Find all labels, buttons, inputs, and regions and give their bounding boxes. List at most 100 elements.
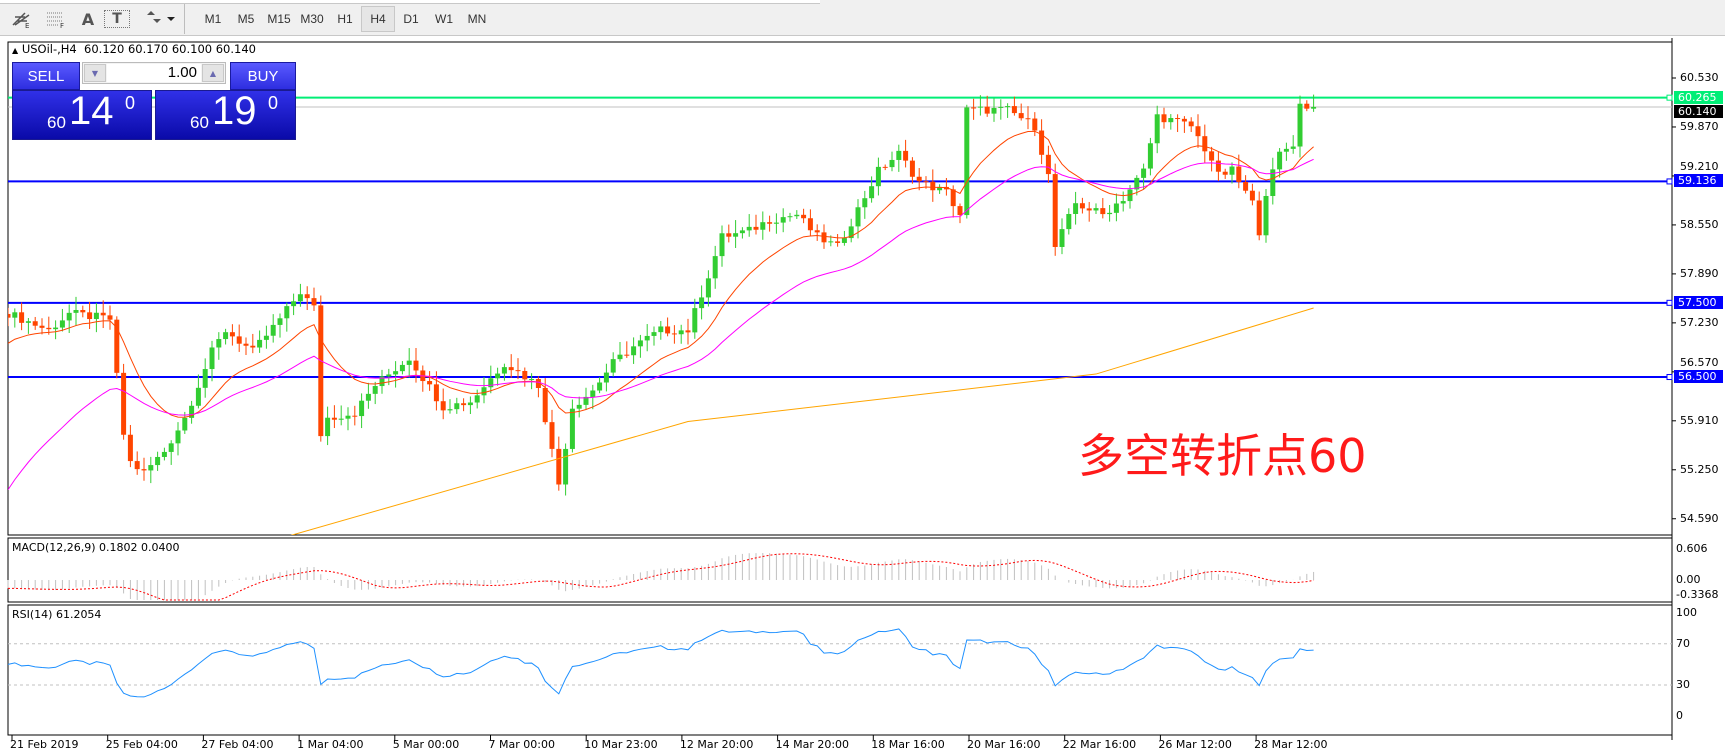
macd-signal-line bbox=[7, 553, 1314, 601]
bear-candle bbox=[8, 313, 11, 318]
bull-candle bbox=[406, 360, 412, 365]
text-icon[interactable]: A bbox=[81, 9, 95, 29]
bull-candle bbox=[467, 402, 473, 406]
time-axis-label: 1 Mar 04:00 bbox=[297, 738, 364, 751]
toolbar-top-strip bbox=[0, 0, 820, 4]
bull-candle bbox=[59, 320, 65, 328]
chart-annotation-text[interactable]: 多空转折点60 bbox=[1078, 429, 1367, 483]
bull-candle bbox=[1107, 212, 1113, 215]
bear-candle bbox=[665, 326, 671, 334]
bear-candle bbox=[1304, 103, 1310, 109]
svg-text:F: F bbox=[60, 22, 64, 29]
timeframe-m30-button[interactable]: M30 bbox=[300, 12, 324, 26]
sell-price-fraction: 0 bbox=[125, 93, 136, 113]
bear-candle bbox=[1045, 154, 1051, 175]
bull-candle bbox=[1134, 177, 1140, 190]
bull-candle bbox=[1093, 208, 1099, 211]
bear-candle bbox=[930, 181, 936, 191]
bear-candle bbox=[882, 166, 888, 168]
time-axis-label: 18 Mar 16:00 bbox=[871, 738, 945, 751]
bull-candle bbox=[148, 465, 154, 471]
fibonacci-lines-icon[interactable]: F bbox=[42, 6, 70, 32]
lot-decrease-icon[interactable]: ▼ bbox=[84, 64, 106, 82]
timeframe-m5-button[interactable]: M5 bbox=[237, 12, 255, 26]
hline-price-tag: 57.500 bbox=[1674, 296, 1723, 309]
time-axis-label: 21 Feb 2019 bbox=[10, 738, 79, 751]
bull-candle bbox=[365, 393, 371, 401]
rsi-pane bbox=[7, 604, 1673, 736]
buy-price-button[interactable]: 60 19 0 bbox=[155, 89, 296, 140]
buy-button[interactable]: BUY bbox=[230, 62, 296, 90]
time-axis-label: 26 Mar 12:00 bbox=[1158, 738, 1232, 751]
slow-moving-average-line bbox=[290, 307, 1314, 535]
text-label-icon[interactable]: T bbox=[104, 10, 130, 28]
bear-candle bbox=[814, 230, 820, 233]
sell-price-button[interactable]: 60 14 0 bbox=[12, 89, 152, 140]
timeframe-h4-button[interactable]: H4 bbox=[361, 6, 395, 32]
timeframe-m1-button[interactable]: M1 bbox=[204, 12, 222, 26]
bull-candle bbox=[386, 374, 392, 377]
collapse-triangle-icon[interactable]: ▲ bbox=[12, 46, 19, 55]
rsi-axis-label: 70 bbox=[1676, 637, 1690, 650]
time-axis-label: 7 Mar 00:00 bbox=[488, 738, 555, 751]
bull-candle bbox=[937, 186, 943, 191]
bull-candle bbox=[862, 198, 868, 208]
bull-candle bbox=[399, 364, 405, 372]
time-axis-label: 22 Mar 16:00 bbox=[1062, 738, 1137, 751]
timeframe-h1-button[interactable]: H1 bbox=[337, 12, 353, 26]
bull-candle bbox=[1120, 201, 1126, 204]
bull-candle bbox=[202, 369, 208, 388]
bull-candle bbox=[325, 417, 331, 437]
bull-candle bbox=[794, 214, 800, 217]
bear-candle bbox=[331, 417, 337, 420]
arrows-dropdown-icon[interactable] bbox=[142, 6, 178, 32]
timeframe-d1-button[interactable]: D1 bbox=[403, 12, 419, 26]
bull-candle bbox=[182, 417, 188, 431]
one-click-trading-panel: SELL ▼ 1.00 ▲ BUY 60 14 0 60 19 0 bbox=[12, 62, 296, 140]
price-chart[interactable] bbox=[6, 38, 1725, 756]
bear-candle bbox=[461, 403, 467, 406]
time-axis-label: 25 Feb 04:00 bbox=[105, 738, 178, 751]
bear-candle bbox=[1202, 136, 1208, 152]
bear-candle bbox=[549, 422, 555, 449]
bear-candle bbox=[1052, 174, 1058, 247]
bull-candle bbox=[1277, 151, 1283, 170]
bull-candle bbox=[896, 150, 902, 160]
bear-candle bbox=[46, 327, 52, 330]
sell-button[interactable]: SELL bbox=[12, 62, 80, 90]
bull-candle bbox=[678, 330, 684, 335]
bull-candle bbox=[705, 278, 711, 298]
bear-candle bbox=[1025, 118, 1031, 120]
bear-candle bbox=[923, 181, 929, 183]
bull-candle bbox=[161, 451, 167, 457]
timeframe-m15-button[interactable]: M15 bbox=[267, 12, 291, 26]
bear-candle bbox=[1018, 113, 1024, 119]
bear-candle bbox=[685, 330, 691, 333]
bear-candle bbox=[121, 372, 127, 435]
chart-window[interactable] bbox=[6, 38, 1725, 756]
bull-candle bbox=[1073, 203, 1079, 214]
bull-candle bbox=[733, 233, 739, 237]
hline-price-tag: 60.265 bbox=[1674, 91, 1723, 104]
symbol-ohlc: USOil-,H4 60.120 60.170 60.100 60.140 bbox=[21, 42, 256, 56]
bear-candle bbox=[433, 384, 439, 402]
bear-candle bbox=[1032, 118, 1038, 131]
timeframe-w1-button[interactable]: W1 bbox=[435, 12, 453, 26]
bull-candle bbox=[454, 403, 460, 410]
bear-candle bbox=[807, 218, 813, 231]
bull-candle bbox=[495, 373, 501, 379]
lot-increase-icon[interactable]: ▲ bbox=[202, 64, 224, 82]
bear-candle bbox=[943, 186, 949, 190]
bull-candle bbox=[284, 306, 290, 319]
timeframe-mn-button[interactable]: MN bbox=[467, 12, 487, 26]
lot-input[interactable]: 1.00 bbox=[107, 64, 201, 82]
macd-axis-label: 0.606 bbox=[1676, 542, 1708, 555]
bear-candle bbox=[767, 222, 773, 224]
price-axis-label: 55.250 bbox=[1680, 463, 1719, 476]
hline-handle bbox=[1666, 299, 1673, 306]
fibonacci-fan-icon[interactable]: E bbox=[8, 6, 36, 32]
lot-size-stepper[interactable]: ▼ 1.00 ▲ bbox=[82, 62, 226, 84]
bull-candle bbox=[569, 408, 575, 449]
bear-candle bbox=[801, 214, 807, 219]
price-axis-label: 60.530 bbox=[1680, 71, 1719, 84]
